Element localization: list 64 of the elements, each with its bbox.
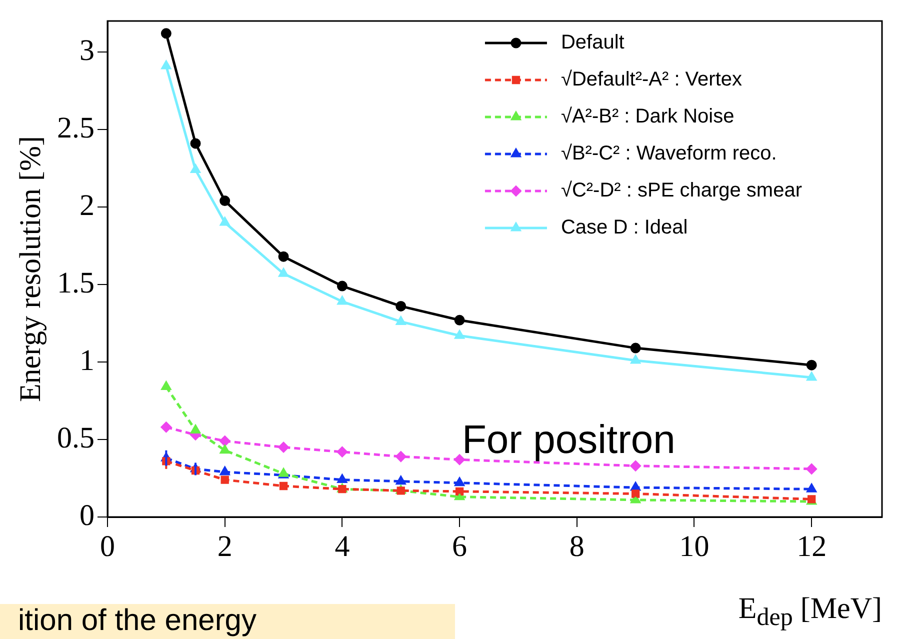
point [455,487,464,496]
x-tick-label: 4 [334,530,350,563]
point [220,196,230,206]
point [630,355,640,364]
x-axis-title: E$_{dep}$ [MeV] [738,592,882,632]
y-tick-label: 1.5 [57,266,94,300]
point [806,464,817,474]
legend-label: √B²-C² : Waveform reco. [560,142,777,165]
point [630,482,640,491]
point [396,476,406,485]
x-tick-label: 10 [679,530,710,563]
point [630,460,641,472]
point [396,486,405,495]
x-tick-label: 2 [217,530,232,563]
point [396,300,406,312]
point [396,316,406,325]
legend-label: Case D : Ideal [560,216,688,239]
point [454,314,465,326]
point [220,445,230,454]
point [161,60,171,70]
y-tick-label: 3 [80,34,94,67]
legend-label: Default [560,32,625,54]
point [278,251,289,262]
point [630,342,641,354]
annotation: For positron [462,418,676,463]
x-tick-label: 0 [100,530,115,563]
point [220,217,230,226]
y-tick-label: 0 [80,498,94,532]
point [338,485,346,494]
point [190,164,200,174]
y-tick-label: 2 [80,188,94,222]
legend-label: √A²-B² : Dark Noise [560,106,734,128]
point [454,454,465,465]
point [336,280,348,292]
point [190,424,200,434]
x-tick-label: 6 [452,530,468,563]
point [160,28,172,39]
x-tick-label: 8 [569,530,584,563]
point [220,466,230,476]
x-tick-label: 12 [796,530,827,563]
point [220,436,230,446]
y-axis-title: Energy resolution [%] [14,136,47,402]
y-tick-label: 1 [80,344,94,377]
legend-label: √Default²-A² : Vertex [560,68,742,91]
point [190,138,201,149]
point [337,296,347,305]
point [454,478,464,486]
text: ition of the energy [0,604,455,639]
point [806,360,817,370]
point [631,490,640,498]
point [454,330,464,339]
point [396,451,406,462]
legend-label: √C²-D² : sPE charge smear [560,180,802,202]
point [337,474,347,484]
point [161,382,171,390]
point [278,442,289,452]
y-tick-label: 2.5 [57,111,94,144]
y-tick-label: 0.5 [57,421,94,454]
point [279,482,288,490]
point [278,268,288,277]
point [220,476,229,484]
point [806,484,816,492]
point [806,372,816,381]
point [336,446,348,458]
